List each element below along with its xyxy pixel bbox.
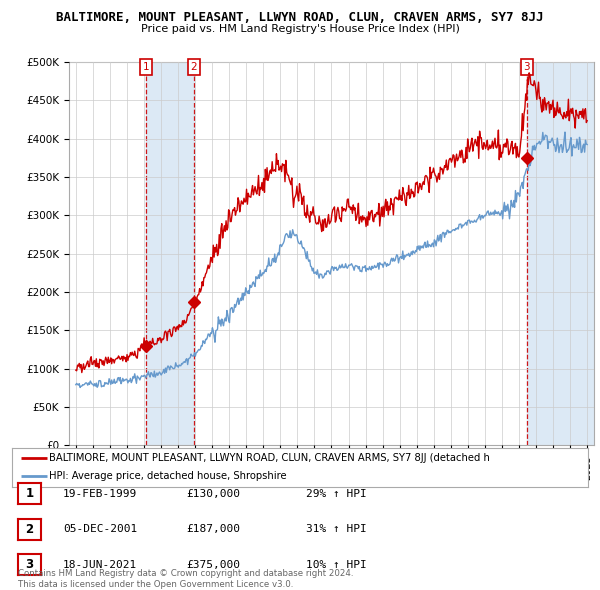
Text: 19-FEB-1999: 19-FEB-1999 xyxy=(63,489,137,499)
Text: 2: 2 xyxy=(190,62,197,72)
Text: HPI: Average price, detached house, Shropshire: HPI: Average price, detached house, Shro… xyxy=(49,471,287,481)
Text: BALTIMORE, MOUNT PLEASANT, LLWYN ROAD, CLUN, CRAVEN ARMS, SY7 8JJ: BALTIMORE, MOUNT PLEASANT, LLWYN ROAD, C… xyxy=(56,11,544,24)
Text: 10% ↑ HPI: 10% ↑ HPI xyxy=(306,560,367,569)
Text: £375,000: £375,000 xyxy=(186,560,240,569)
Text: 05-DEC-2001: 05-DEC-2001 xyxy=(63,525,137,534)
Text: Contains HM Land Registry data © Crown copyright and database right 2024.
This d: Contains HM Land Registry data © Crown c… xyxy=(18,569,353,589)
Text: 1: 1 xyxy=(25,487,34,500)
Text: £187,000: £187,000 xyxy=(186,525,240,534)
Text: 31% ↑ HPI: 31% ↑ HPI xyxy=(306,525,367,534)
Bar xyxy=(527,62,596,445)
Text: 3: 3 xyxy=(524,62,530,72)
Text: BALTIMORE, MOUNT PLEASANT, LLWYN ROAD, CLUN, CRAVEN ARMS, SY7 8JJ (detached h: BALTIMORE, MOUNT PLEASANT, LLWYN ROAD, C… xyxy=(49,453,490,463)
Text: 3: 3 xyxy=(25,558,34,571)
Text: 2: 2 xyxy=(25,523,34,536)
Text: Price paid vs. HM Land Registry's House Price Index (HPI): Price paid vs. HM Land Registry's House … xyxy=(140,24,460,34)
Text: 1: 1 xyxy=(143,62,149,72)
Text: 18-JUN-2021: 18-JUN-2021 xyxy=(63,560,137,569)
Text: £130,000: £130,000 xyxy=(186,489,240,499)
Bar xyxy=(146,62,194,445)
Text: 29% ↑ HPI: 29% ↑ HPI xyxy=(306,489,367,499)
